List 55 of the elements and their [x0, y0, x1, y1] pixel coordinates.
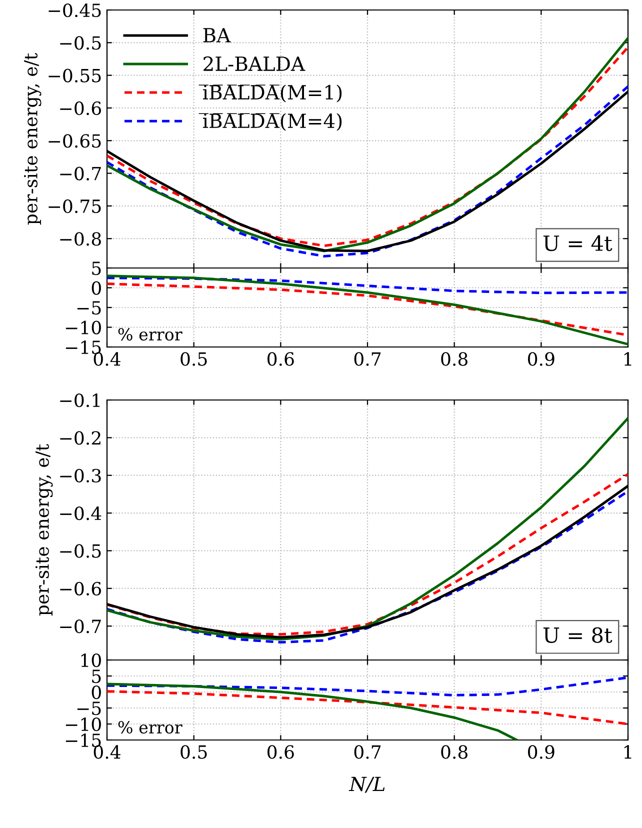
x-tick-label: 0.9 [528, 745, 554, 759]
x-tick-label: 0.8 [441, 745, 468, 759]
x-tick-label: 0.4 [94, 352, 120, 366]
y-tick-label: −0.8 [60, 232, 101, 246]
x-tick-label: 0.7 [354, 745, 381, 759]
y-tick-label: −0.6 [60, 582, 101, 596]
annotation: U = 8t [543, 627, 612, 643]
y-tick-label: −10 [66, 320, 101, 334]
x-tick-label: 0.5 [180, 745, 207, 759]
x-axis-title: N/L [348, 776, 385, 793]
y-tick-label: 5 [92, 670, 101, 684]
x-tick-label: 0.8 [441, 352, 468, 366]
y-tick-label: −0.75 [48, 199, 101, 214]
line-series [107, 676, 628, 696]
legend-label: 2L-BALDA [204, 56, 306, 71]
x-tick-label: 0.6 [268, 745, 294, 759]
y-tick-label: −0.3 [60, 468, 101, 482]
annotation: % error [118, 328, 182, 341]
x-tick-label: 0.4 [94, 745, 120, 759]
annotation: U = 4t [543, 235, 612, 252]
line-series [107, 276, 628, 294]
y-axis-title: per-site energy, e/t [35, 444, 53, 616]
y-tick-label: −0.65 [48, 134, 101, 148]
y-tick-label: −5 [77, 301, 101, 315]
y-tick-label: 0 [92, 281, 101, 295]
y-tick-label: 0 [92, 685, 101, 700]
y-tick-label: −15 [66, 340, 101, 354]
x-tick-label: 1 [624, 745, 632, 759]
y-tick-label: −0.5 [60, 544, 101, 558]
x-tick-label: 0.9 [528, 352, 554, 366]
line-series [107, 682, 518, 740]
x-tick-label: 0.6 [268, 352, 294, 366]
y-axis-title: per-site energy, e/t [24, 53, 42, 225]
y-tick-label: −0.55 [48, 68, 101, 82]
x-tick-label: 1 [624, 352, 632, 366]
annotation: % error [118, 720, 182, 734]
y-tick-label: −5 [77, 702, 101, 716]
x-tick-label: 0.5 [180, 352, 207, 366]
y-tick-label: 10 [81, 653, 101, 668]
y-tick-label: −0.7 [60, 620, 101, 634]
y-tick-label: −15 [66, 733, 101, 748]
y-tick-label: −0.2 [60, 431, 100, 445]
y-tick-label: 5 [92, 262, 101, 276]
x-tick-label: 0.7 [354, 352, 381, 366]
y-tick-label: −0.4 [60, 506, 102, 520]
y-tick-label: −0.1 [60, 393, 100, 408]
legend-label: i̅B̅A̅L̅D̅A̅(M=4) [198, 113, 342, 131]
y-tick-label: −0.7 [60, 166, 101, 180]
y-tick-label: −0.5 [60, 36, 101, 50]
legend-label: BA [203, 28, 231, 42]
legend-label: i̅B̅A̅L̅D̅A̅(M=1) [198, 84, 342, 102]
y-tick-label: −0.6 [60, 101, 101, 116]
y-tick-label: −0.45 [48, 3, 101, 18]
line-series [107, 274, 628, 346]
y-tick-label: −10 [66, 717, 101, 732]
